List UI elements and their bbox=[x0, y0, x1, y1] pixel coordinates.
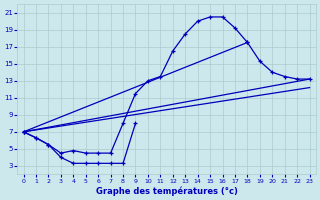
X-axis label: Graphe des températures (°c): Graphe des températures (°c) bbox=[96, 186, 237, 196]
